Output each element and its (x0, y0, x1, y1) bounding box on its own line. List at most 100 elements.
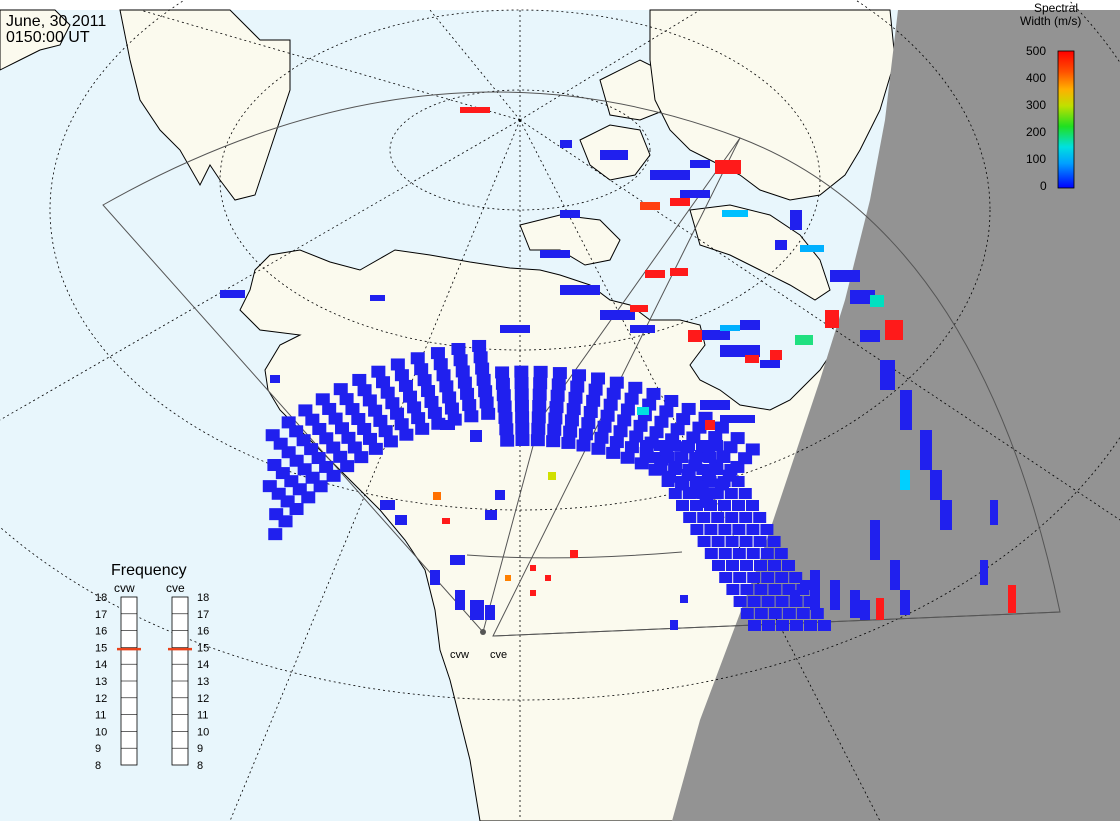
backscatter-cell (470, 430, 482, 442)
backscatter-cell (637, 407, 649, 415)
backscatter-cell (725, 512, 739, 523)
backscatter-cell (649, 426, 664, 439)
backscatter-cell (668, 464, 682, 475)
backscatter-cell (576, 439, 591, 452)
backscatter-cell (683, 512, 697, 523)
backscatter-cell (464, 410, 479, 423)
backscatter-cell (664, 394, 679, 407)
backscatter-cell (696, 488, 710, 499)
frequency-scale-label: 16 (95, 626, 107, 638)
frequency-scale-label: 18 (95, 592, 107, 604)
backscatter-cell (670, 198, 690, 206)
backscatter-cell (552, 367, 567, 380)
backscatter-cell (782, 560, 795, 571)
backscatter-cell (497, 400, 512, 413)
backscatter-cell (724, 464, 738, 475)
backscatter-cell (533, 365, 548, 378)
backscatter-cell (775, 596, 789, 607)
backscatter-cell (776, 620, 789, 631)
colorbar-title-line1: Spectral (1034, 1, 1078, 15)
backscatter-cell (704, 500, 717, 511)
backscatter-cell (800, 580, 810, 590)
backscatter-cell (322, 402, 337, 415)
backscatter-cell (900, 390, 912, 430)
backscatter-cell (700, 330, 730, 340)
backscatter-cell (790, 210, 802, 230)
backscatter-cell (676, 500, 689, 511)
frequency-scale-label: 15 (197, 642, 209, 654)
backscatter-cell (347, 441, 362, 454)
backscatter-cell (659, 405, 674, 418)
backscatter-cell (689, 476, 703, 487)
backscatter-cell (732, 524, 746, 535)
backscatter-cell (548, 472, 556, 480)
backscatter-cell (860, 330, 880, 342)
backscatter-cell (747, 572, 761, 583)
backscatter-cell (414, 363, 429, 376)
backscatter-cell (703, 476, 717, 487)
backscatter-cell (740, 584, 754, 595)
backscatter-cell (825, 310, 839, 328)
backscatter-cell (668, 488, 682, 499)
backscatter-cell (265, 429, 280, 442)
backscatter-cell (333, 450, 348, 463)
backscatter-cell (583, 405, 598, 418)
backscatter-cell (475, 362, 490, 375)
frequency-panel: Frequency cvw cve 18 17 16 15 14 13 12 11 10 9 8 18… (95, 562, 209, 772)
backscatter-cell (335, 422, 350, 435)
colorbar-tick: 200 (1026, 125, 1046, 139)
backscatter-cell (533, 377, 548, 390)
backscatter-cell (930, 470, 942, 500)
backscatter-cell (850, 590, 860, 618)
backscatter-cell (775, 240, 787, 250)
backscatter-cell (451, 342, 466, 355)
backscatter-cell (770, 350, 782, 360)
backscatter-cell (720, 345, 760, 357)
backscatter-cell (712, 560, 725, 571)
colorbar-tick: 300 (1026, 98, 1046, 112)
backscatter-cell (390, 407, 405, 420)
backscatter-cell (495, 377, 510, 390)
backscatter-cell (746, 500, 759, 511)
backscatter-cell (804, 620, 817, 631)
backscatter-cell (680, 190, 710, 198)
backscatter-cell (368, 404, 383, 417)
backscatter-cell (547, 423, 562, 436)
backscatter-cell (368, 442, 383, 455)
date-label: June, 30 2011 (6, 13, 106, 30)
backscatter-cell (472, 339, 487, 352)
backscatter-cells (220, 107, 1016, 631)
backscatter-cell (739, 512, 753, 523)
backscatter-cell (818, 620, 831, 631)
backscatter-cell (670, 268, 688, 276)
backscatter-cell (403, 390, 418, 403)
backscatter-cell (515, 422, 530, 435)
backscatter-cell (726, 584, 740, 595)
backscatter-cell (754, 608, 768, 619)
backscatter-cell (220, 290, 245, 298)
backscatter-cell (745, 443, 760, 456)
backscatter-cell (789, 596, 803, 607)
backscatter-cell (718, 548, 732, 559)
backscatter-cell (724, 488, 738, 499)
backscatter-cell (723, 441, 738, 454)
backscatter-cell (514, 365, 529, 378)
backscatter-cell (399, 428, 414, 441)
backscatter-cell (990, 500, 998, 525)
backscatter-cell (710, 440, 723, 451)
backscatter-cell (609, 436, 624, 449)
backscatter-cell (600, 409, 615, 422)
backscatter-cell (620, 451, 635, 464)
colorbar-tick: 500 (1026, 44, 1046, 58)
backscatter-cell (714, 421, 729, 434)
backscatter-cell (613, 425, 628, 438)
backscatter-cell (690, 160, 710, 168)
backscatter-cell (680, 595, 688, 603)
backscatter-cell (790, 620, 803, 631)
backscatter-cell (457, 376, 472, 389)
backscatter-cell (591, 372, 606, 385)
backscatter-cell (717, 476, 731, 487)
backscatter-cell (654, 464, 668, 475)
backscatter-cell (515, 434, 530, 447)
backscatter-cell (870, 295, 884, 307)
